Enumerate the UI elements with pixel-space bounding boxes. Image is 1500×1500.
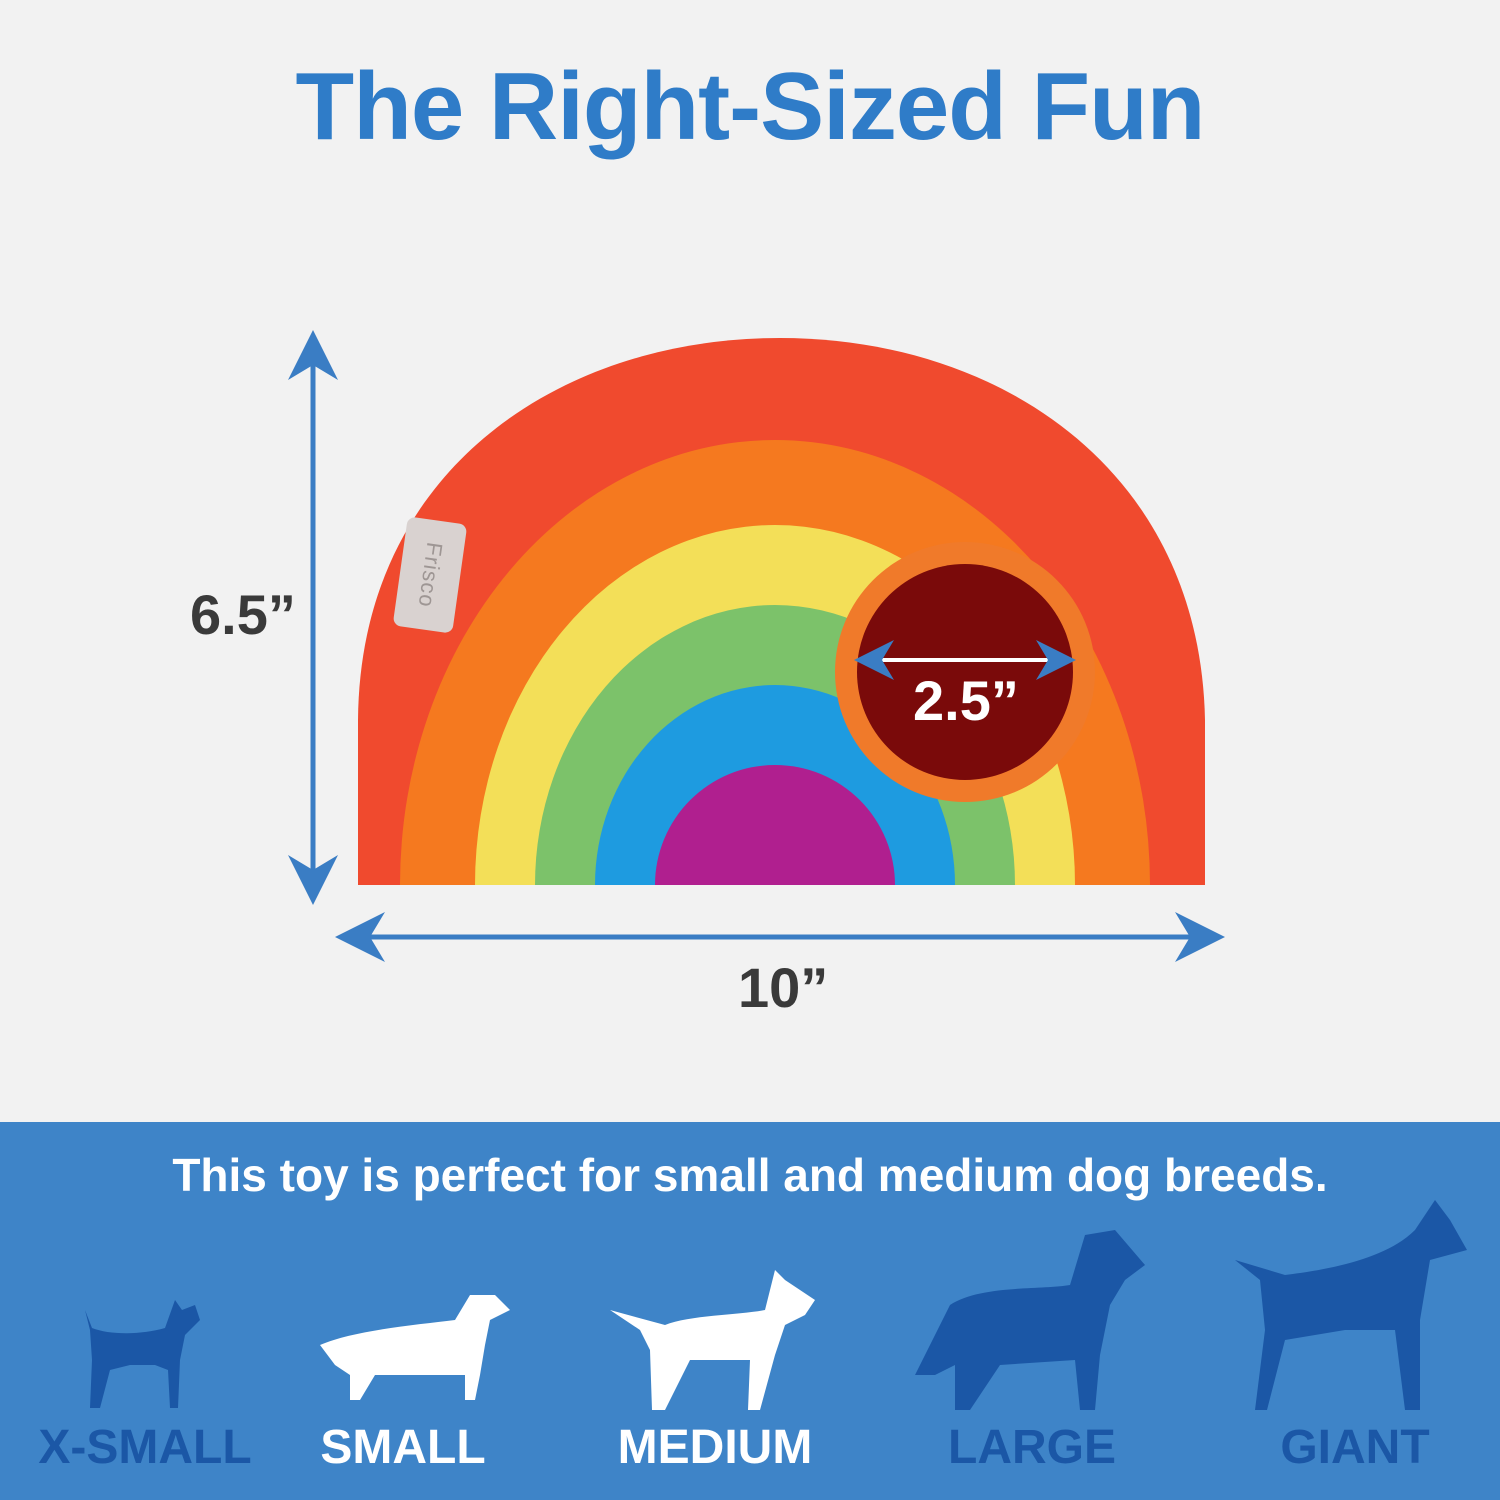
dachshund-silhouette-icon xyxy=(320,1295,510,1400)
brand-tag xyxy=(393,517,467,633)
size-label-small: SMALL xyxy=(320,1421,486,1474)
size-label-large: LARGE xyxy=(948,1421,1116,1474)
size-label-giant: GIANT xyxy=(1280,1421,1430,1474)
size-label-x-small: X-SMALL xyxy=(38,1421,252,1474)
chihuahua-silhouette-icon xyxy=(85,1300,200,1408)
opening-label: 2.5” xyxy=(913,669,1019,732)
rainbow-toy-image xyxy=(288,330,1225,962)
bull-terrier-silhouette-icon xyxy=(610,1270,815,1410)
great-dane-silhouette-icon xyxy=(1235,1200,1467,1410)
page-title: The Right-Sized Fun xyxy=(295,53,1206,160)
size-label-medium: MEDIUM xyxy=(617,1421,813,1474)
size-band xyxy=(0,1122,1500,1500)
retriever-silhouette-icon xyxy=(915,1230,1145,1410)
fit-text: This toy is perfect for small and medium… xyxy=(172,1149,1328,1201)
width-label: 10” xyxy=(738,956,829,1019)
height-label: 6.5” xyxy=(190,583,296,646)
